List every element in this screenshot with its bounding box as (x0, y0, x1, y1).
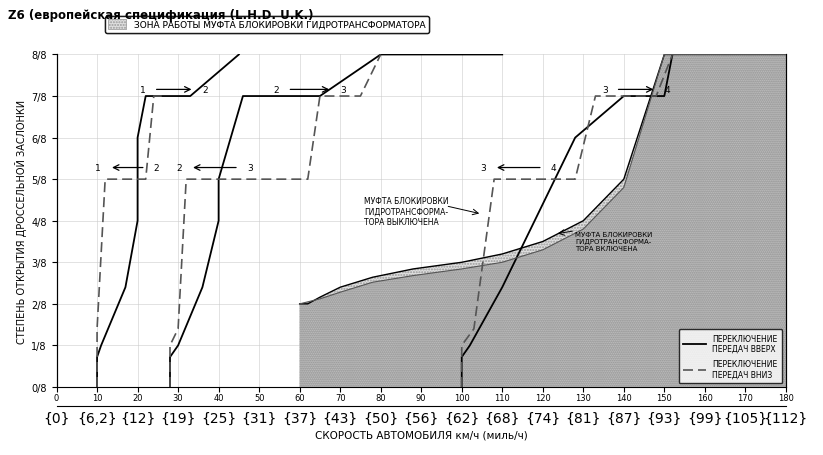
Text: 3: 3 (602, 86, 607, 95)
X-axis label: СКОРОСТЬ АВТОМОБИЛЯ км/ч (миль/ч): СКОРОСТЬ АВТОМОБИЛЯ км/ч (миль/ч) (315, 430, 528, 440)
Text: МУФТА БЛОКИРОВКИ
ГИДРОТРАНСФОРМА-
ТОРА ВЫКЛЮЧЕНА: МУФТА БЛОКИРОВКИ ГИДРОТРАНСФОРМА- ТОРА В… (365, 197, 449, 226)
Text: 2: 2 (202, 86, 208, 95)
Legend: ЗОНА РАБОТЫ МУФТА БЛОКИРОВКИ ГИДРОТРАНСФОРМАТОРА: ЗОНА РАБОТЫ МУФТА БЛОКИРОВКИ ГИДРОТРАНСФ… (105, 17, 429, 34)
Text: 2: 2 (176, 164, 182, 172)
Text: 1: 1 (95, 164, 101, 172)
Y-axis label: СТЕПЕНЬ ОТКРЫТИЯ ДРОССЕЛЬНОЙ ЗАСЛОНКИ: СТЕПЕНЬ ОТКРЫТИЯ ДРОССЕЛЬНОЙ ЗАСЛОНКИ (15, 100, 27, 343)
Text: МУФТА БЛОКИРОВКИ
ГИДРОТРАНСФОРМА-
ТОРА ВКЛЮЧЕНА: МУФТА БЛОКИРОВКИ ГИДРОТРАНСФОРМА- ТОРА В… (575, 231, 653, 251)
Text: 2: 2 (274, 86, 279, 95)
Text: 3: 3 (481, 164, 486, 172)
Text: 3: 3 (340, 86, 346, 95)
Text: 4: 4 (664, 86, 670, 95)
Polygon shape (300, 56, 786, 387)
Text: Z6 (европейская спецификация (L.H.D. U.K.): Z6 (европейская спецификация (L.H.D. U.K… (8, 9, 314, 22)
Text: 3: 3 (247, 164, 253, 172)
Text: 2: 2 (154, 164, 160, 172)
Text: 4: 4 (551, 164, 556, 172)
Polygon shape (300, 56, 786, 387)
Text: 1: 1 (140, 86, 146, 95)
